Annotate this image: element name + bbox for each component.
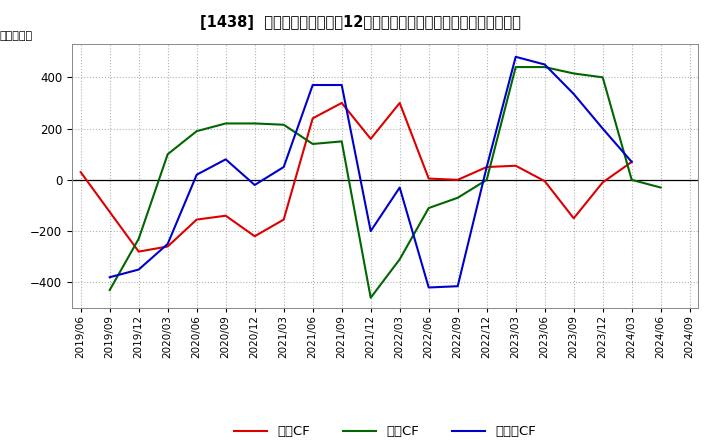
投資CF: [135, 236, 143, 242]
営業CF: [135, 249, 143, 254]
営業CF: [366, 136, 375, 142]
フリーCF: [135, 267, 143, 272]
フリーCF: [221, 157, 230, 162]
営業CF: [251, 234, 259, 239]
Line: 投資CF: 投資CF: [109, 67, 661, 298]
投資CF: [192, 128, 201, 134]
フリーCF: [395, 185, 404, 190]
投資CF: [482, 177, 491, 183]
営業CF: [627, 159, 636, 165]
フリーCF: [163, 241, 172, 246]
Legend: 営業CF, 投資CF, フリーCF: 営業CF, 投資CF, フリーCF: [228, 420, 542, 440]
投資CF: [424, 205, 433, 211]
投資CF: [627, 177, 636, 183]
投資CF: [541, 64, 549, 70]
投資CF: [308, 141, 317, 147]
営業CF: [76, 169, 85, 175]
フリーCF: [105, 275, 114, 280]
投資CF: [163, 151, 172, 157]
フリーCF: [338, 82, 346, 88]
営業CF: [570, 216, 578, 221]
投資CF: [511, 64, 520, 70]
フリーCF: [279, 165, 288, 170]
フリーCF: [454, 283, 462, 289]
フリーCF: [424, 285, 433, 290]
営業CF: [598, 180, 607, 185]
投資CF: [395, 257, 404, 262]
投資CF: [598, 75, 607, 80]
投資CF: [366, 295, 375, 301]
フリーCF: [251, 182, 259, 187]
フリーCF: [511, 54, 520, 59]
フリーCF: [541, 62, 549, 67]
フリーCF: [627, 159, 636, 165]
営業CF: [395, 100, 404, 106]
営業CF: [454, 177, 462, 183]
投資CF: [279, 122, 288, 127]
営業CF: [221, 213, 230, 218]
投資CF: [570, 71, 578, 76]
Text: （百万円）: （百万円）: [0, 31, 32, 41]
フリーCF: [482, 165, 491, 170]
フリーCF: [308, 82, 317, 88]
フリーCF: [570, 92, 578, 97]
投資CF: [105, 287, 114, 293]
Line: 営業CF: 営業CF: [81, 103, 631, 252]
営業CF: [192, 217, 201, 222]
営業CF: [541, 179, 549, 184]
フリーCF: [598, 126, 607, 131]
投資CF: [221, 121, 230, 126]
営業CF: [163, 244, 172, 249]
フリーCF: [366, 228, 375, 234]
投資CF: [454, 195, 462, 201]
Text: [1438]  キャッシュフローの12か月移動合計の対前年同期増減額の推移: [1438] キャッシュフローの12か月移動合計の対前年同期増減額の推移: [199, 15, 521, 30]
営業CF: [308, 116, 317, 121]
営業CF: [338, 100, 346, 106]
投資CF: [657, 185, 665, 190]
Line: フリーCF: フリーCF: [109, 57, 631, 287]
投資CF: [251, 121, 259, 126]
営業CF: [511, 163, 520, 169]
営業CF: [482, 165, 491, 170]
フリーCF: [192, 172, 201, 177]
営業CF: [279, 217, 288, 222]
投資CF: [338, 139, 346, 144]
営業CF: [424, 176, 433, 181]
